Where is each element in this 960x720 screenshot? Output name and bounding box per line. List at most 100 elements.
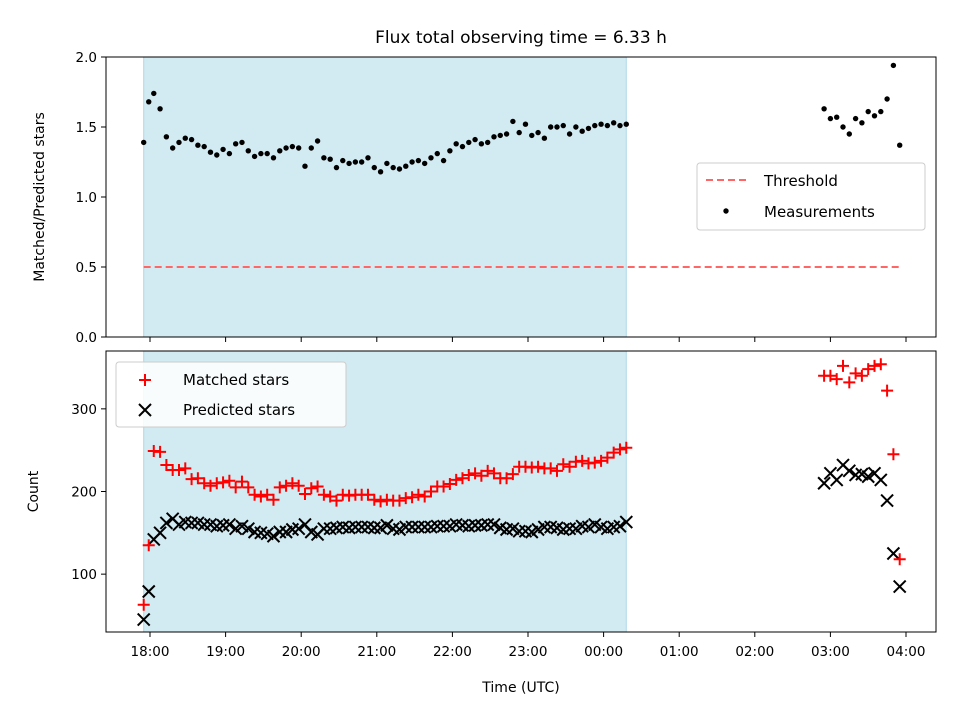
- matched-star-point: [374, 495, 387, 508]
- measurement-point: [617, 122, 623, 129]
- matched-star-point: [588, 456, 601, 469]
- measurement-point: [163, 134, 170, 140]
- matched-star-point: [406, 491, 419, 504]
- measurement-point: [884, 96, 890, 102]
- x-tick-label: 04:00: [887, 644, 926, 660]
- predicted-star-point: [430, 519, 444, 533]
- measurement-point: [207, 149, 214, 155]
- x-tick-label: 19:00: [206, 644, 245, 660]
- y-tick-label: 0.5: [76, 260, 97, 276]
- measurement-point: [346, 160, 352, 167]
- y-axis-label: Matched/Predicted stars: [32, 112, 48, 282]
- matched-star-point: [280, 479, 293, 492]
- matched-star-point: [418, 490, 431, 503]
- measurement-point: [308, 145, 314, 151]
- matched-star-point: [424, 485, 437, 498]
- matched-star-point: [837, 359, 849, 372]
- y-tick-label: 300: [71, 402, 97, 418]
- legend-matched-label: Matched stars: [183, 371, 289, 389]
- matched-star-point: [292, 479, 305, 492]
- matched-star-point: [469, 467, 482, 480]
- matched-star-point: [179, 462, 192, 475]
- measurement-point: [510, 118, 516, 125]
- measurement-point: [289, 143, 296, 150]
- matched-star-point: [298, 487, 311, 500]
- measurement-point: [384, 160, 390, 167]
- measurement-point: [834, 114, 840, 120]
- matched-star-point: [544, 462, 557, 475]
- y-tick-label: 0.0: [76, 330, 97, 346]
- matched-star-point: [601, 451, 614, 464]
- matched-star-point: [223, 474, 236, 487]
- predicted-star-point: [405, 520, 419, 534]
- predicted-star-point: [380, 518, 394, 533]
- matched-star-point: [887, 448, 900, 461]
- measurement-point: [529, 132, 535, 139]
- measurement-point: [554, 124, 560, 130]
- measurement-point: [459, 143, 466, 150]
- measurement-point: [403, 163, 409, 169]
- measurement-point: [871, 113, 878, 119]
- matched-star-point: [324, 490, 337, 503]
- legend-measurements-swatch: [723, 208, 729, 214]
- matched-star-point: [550, 464, 563, 477]
- matched-star-point: [862, 363, 875, 376]
- matched-star-point: [450, 473, 463, 486]
- predicted-star-point: [861, 469, 875, 484]
- predicted-star-point: [354, 520, 369, 534]
- x-tick-label: 02:00: [735, 644, 774, 660]
- matched-star-point: [557, 458, 570, 471]
- matched-star-point: [154, 445, 167, 458]
- predicted-star-point: [480, 517, 495, 532]
- predicted-star-point: [348, 520, 363, 534]
- matched-star-point: [286, 477, 299, 490]
- matched-star-point: [868, 359, 881, 372]
- measurement-point: [897, 142, 903, 148]
- measurement-point: [239, 139, 245, 146]
- predicted-star-point: [537, 520, 552, 534]
- measurement-point: [428, 155, 434, 161]
- measurement-point: [264, 150, 270, 157]
- measurement-point: [176, 139, 182, 146]
- measurement-point: [201, 143, 207, 150]
- predicted-star-point: [880, 493, 894, 508]
- measurement-point: [566, 131, 573, 137]
- matched-star-point: [267, 493, 280, 506]
- matched-star-point: [843, 376, 856, 389]
- legend-box: [696, 162, 926, 231]
- y-tick-label: 1.0: [76, 190, 97, 206]
- measurement-point: [535, 129, 541, 136]
- matched-star-point: [481, 464, 494, 477]
- measurement-point: [840, 124, 846, 130]
- predicted-star-point: [619, 515, 633, 529]
- matched-star-point: [475, 469, 488, 482]
- matched-star-point: [172, 464, 185, 477]
- predicted-star-point: [817, 476, 831, 490]
- legend-box: [115, 361, 347, 428]
- legend: Matched stars Predicted stars: [115, 361, 347, 428]
- measurement-point: [220, 146, 226, 153]
- legend-predicted-label: Predicted stars: [183, 401, 295, 419]
- measurement-point: [333, 164, 340, 171]
- measurement-point: [314, 138, 321, 144]
- matched-star-point: [361, 488, 374, 501]
- measurement-point: [484, 139, 491, 146]
- matched-star-point: [368, 493, 381, 506]
- matched-star-point: [242, 481, 255, 494]
- predicted-star-point: [842, 464, 857, 478]
- measurement-point: [358, 159, 365, 165]
- measurement-point: [878, 108, 884, 115]
- predicted-star-point: [512, 524, 526, 538]
- measurement-point: [169, 145, 176, 151]
- observing-window-shade: [143, 56, 627, 338]
- measurement-point: [226, 150, 233, 157]
- y-tick-label: 1.5: [76, 120, 97, 136]
- measurement-point: [598, 121, 604, 127]
- measurement-point: [859, 120, 865, 126]
- y-tick-label: 100: [71, 567, 97, 583]
- measurement-point: [327, 156, 333, 162]
- measurement-point: [610, 120, 617, 126]
- predicted-star-point: [367, 521, 381, 535]
- measurement-point: [340, 157, 346, 164]
